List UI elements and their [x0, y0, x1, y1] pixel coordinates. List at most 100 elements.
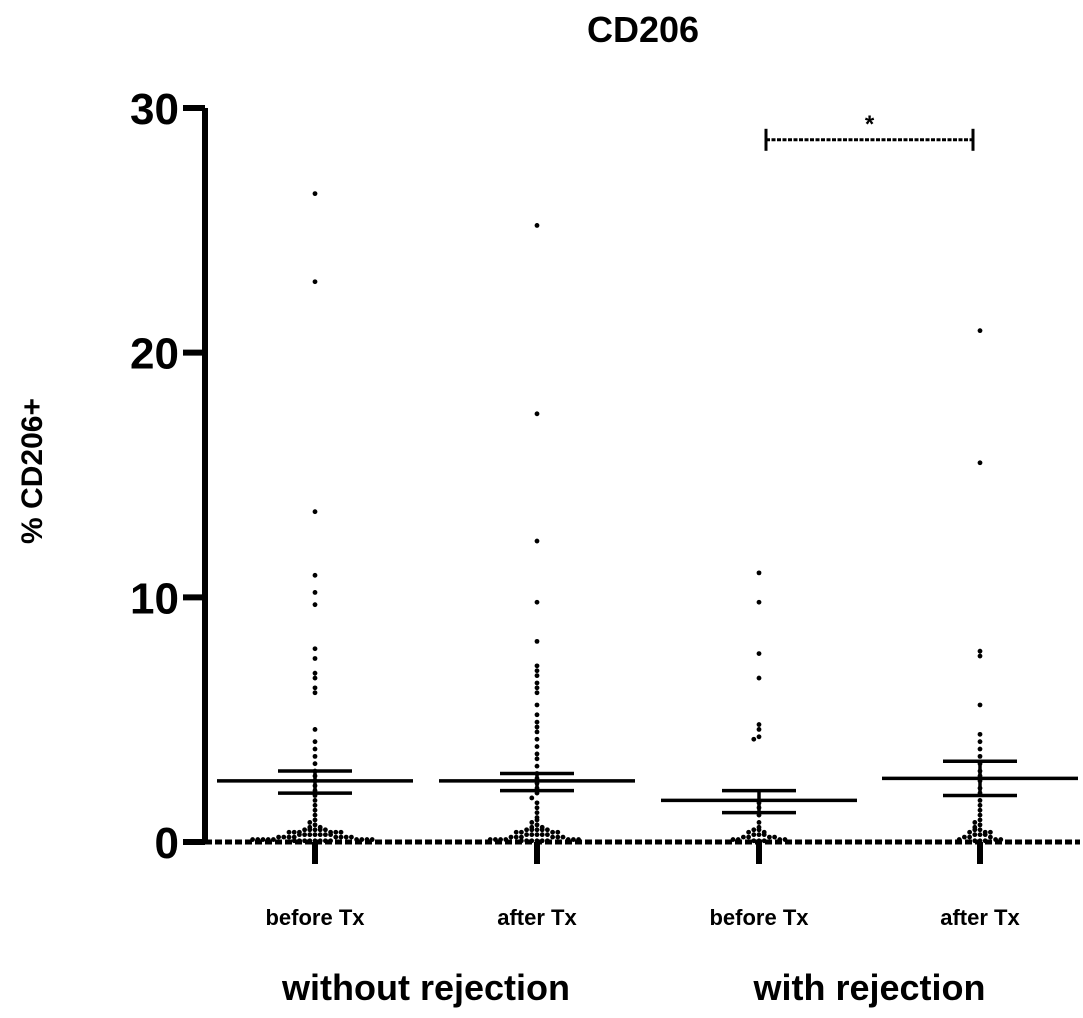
data-point	[312, 685, 318, 691]
group-label: with rejection	[752, 967, 985, 1008]
data-point	[343, 834, 349, 840]
data-point	[772, 834, 777, 840]
data-point	[312, 746, 318, 752]
data-point	[977, 807, 983, 813]
data-point	[545, 832, 550, 838]
data-point	[312, 753, 318, 759]
data-point	[534, 599, 540, 605]
data-point	[534, 827, 540, 833]
data-point	[756, 838, 762, 844]
data-point	[281, 834, 287, 840]
data-point	[250, 837, 256, 842]
data-point	[529, 795, 535, 801]
data-point	[271, 837, 276, 842]
data-point	[529, 820, 535, 825]
data-point	[534, 800, 540, 806]
data-point	[756, 734, 762, 740]
data-point	[756, 722, 762, 727]
data-point	[338, 834, 344, 840]
y-tick-label: 30	[130, 85, 179, 134]
y-tick-label: 10	[130, 574, 179, 623]
data-point	[977, 812, 983, 818]
data-point	[977, 648, 983, 654]
data-point	[977, 753, 983, 759]
annotations: *	[764, 111, 975, 151]
data-point	[756, 599, 762, 605]
data-point	[349, 834, 354, 840]
data-point	[302, 832, 307, 838]
data-point	[328, 838, 333, 844]
data-point	[302, 838, 307, 844]
data-point	[297, 832, 302, 838]
data-point	[993, 837, 998, 842]
data-point	[977, 798, 983, 803]
data-point	[260, 837, 266, 842]
data-point	[487, 837, 493, 842]
data-point	[782, 837, 788, 842]
data-point	[576, 837, 581, 842]
data-point	[513, 834, 519, 840]
data-point	[756, 827, 762, 833]
x-tick-label: after Tx	[940, 905, 1020, 930]
data-point	[534, 729, 540, 735]
data-point	[498, 837, 503, 842]
data-point	[276, 834, 281, 840]
data-point	[977, 702, 983, 708]
data-point	[746, 829, 751, 835]
data-point	[317, 832, 323, 838]
data-point	[756, 727, 762, 732]
data-point	[977, 653, 983, 659]
data-point	[265, 837, 271, 842]
data-point	[751, 838, 757, 844]
data-point	[730, 837, 736, 842]
data-point	[988, 829, 993, 835]
data-point	[756, 675, 762, 681]
data-point	[312, 191, 318, 197]
data-point	[317, 827, 323, 833]
data-point	[756, 832, 762, 838]
data-point	[735, 837, 741, 842]
data-point	[956, 837, 962, 842]
data-point	[550, 834, 555, 840]
data-point	[977, 838, 983, 844]
data-point	[534, 411, 540, 417]
data-point	[312, 646, 318, 652]
data-point	[312, 509, 318, 515]
data-point	[539, 838, 545, 844]
axes: 0 10 20 30	[130, 85, 1080, 868]
data-point	[972, 820, 978, 825]
data-point	[756, 570, 762, 576]
data-point	[333, 829, 339, 835]
data-point	[977, 802, 983, 808]
data-point	[977, 746, 983, 752]
data-point	[534, 663, 540, 669]
data-point	[297, 838, 302, 844]
data-point	[359, 837, 365, 842]
data-point	[756, 651, 762, 657]
data-point	[534, 822, 540, 828]
chart-title: CD206	[587, 9, 699, 50]
data-point	[534, 702, 540, 708]
data-point	[312, 675, 318, 681]
data-point	[519, 834, 524, 840]
data-point	[534, 810, 540, 816]
data-point	[534, 673, 540, 679]
data-point	[312, 727, 318, 732]
data-point	[977, 827, 983, 833]
data-point	[746, 834, 751, 840]
data-point	[312, 602, 318, 608]
data-point	[529, 832, 535, 838]
data-point	[534, 712, 540, 718]
data-point	[312, 817, 318, 823]
y-axis-label: % CD206+	[16, 398, 49, 544]
data-point	[534, 832, 540, 838]
data-point	[323, 838, 328, 844]
data-point	[534, 668, 540, 674]
data-point	[312, 690, 318, 696]
data-point	[302, 827, 307, 833]
data-point	[534, 724, 540, 730]
data-point	[977, 739, 983, 745]
data-point	[312, 670, 318, 676]
data-point	[555, 829, 561, 835]
